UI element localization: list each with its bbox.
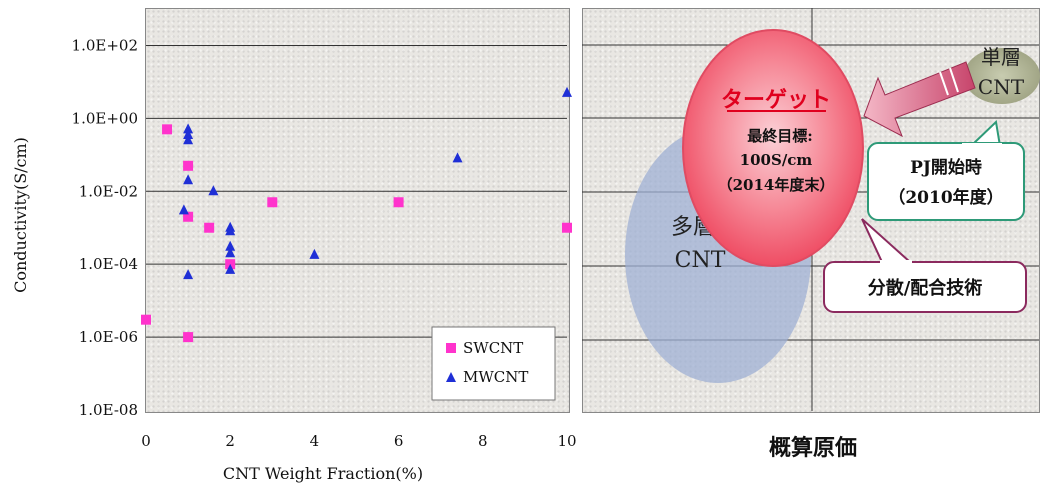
- pj-start-line2: （2010年度）: [888, 187, 1003, 208]
- mwcnt-point: [452, 152, 463, 163]
- mwcnt-point: [225, 247, 236, 258]
- x-tick-label: 8: [478, 432, 488, 450]
- swcnt-point: [204, 222, 215, 233]
- legend-swcnt-label: SWCNT: [463, 339, 523, 357]
- target-goal-line2: 100S/cm: [740, 151, 813, 169]
- mwcnt-point: [562, 86, 572, 97]
- y-tick-label: 1.0E+02: [72, 36, 138, 54]
- legend: SWCNT MWCNT: [431, 326, 556, 401]
- swcnt-point: [393, 197, 404, 208]
- x-tick-label: 4: [310, 432, 320, 450]
- multi-wall-label-line2: CNT: [675, 248, 726, 273]
- diagram-title: 概算原価: [769, 435, 857, 461]
- target-heading: ターゲット: [721, 87, 831, 113]
- legend-mwcnt-label: MWCNT: [463, 368, 528, 386]
- x-tick-label: 0: [141, 432, 151, 450]
- x-tick-label: 2: [225, 432, 235, 450]
- mwcnt-point: [178, 204, 189, 215]
- mwcnt-point: [183, 134, 194, 145]
- single-wall-label-line2: CNT: [978, 75, 1025, 99]
- y-tick-label: 1.0E-06: [79, 328, 138, 346]
- mwcnt-point: [225, 240, 236, 251]
- data-points: [141, 86, 572, 343]
- y-tick-labels: 1.0E-08 1.0E-06 1.0E-04 1.0E-02 1.0E+00 1.0E+…: [72, 36, 138, 419]
- scatter-plot-area: [145, 8, 570, 413]
- target-goal-line1: 最終目標:: [747, 127, 813, 145]
- mwcnt-point: [183, 269, 194, 280]
- mwcnt-point: [309, 248, 320, 259]
- single-wall-cnt-region: [964, 48, 1040, 104]
- mwcnt-point: [208, 185, 219, 196]
- swcnt-point: [162, 124, 173, 135]
- improvement-arrow: [863, 61, 976, 138]
- swcnt-point: [183, 332, 194, 343]
- pj-start-line1: PJ開始時: [910, 157, 982, 178]
- pj-start-callout: PJ開始時 （2010年度）: [867, 119, 1025, 221]
- single-wall-label-line1: 単層: [981, 45, 1021, 69]
- dispersion-callout: 分散/配合技術: [823, 218, 1027, 313]
- x-tick-labels: 0 2 4 6 8 10: [141, 432, 576, 450]
- mwcnt-point: [225, 225, 236, 236]
- gridlines: [146, 44, 567, 338]
- swcnt-point: [183, 160, 194, 171]
- x-tick-label: 10: [557, 432, 576, 450]
- swcnt-point: [267, 197, 278, 208]
- mwcnt-point: [183, 123, 194, 134]
- y-tick-label: 1.0E+00: [72, 109, 138, 127]
- swcnt-point: [141, 314, 151, 325]
- swcnt-point: [183, 211, 194, 222]
- target-region: [682, 29, 864, 267]
- mwcnt-point: [183, 128, 194, 139]
- swcnt-point: [562, 222, 572, 233]
- target-goal-line3: （2014年度末）: [718, 176, 835, 194]
- legend-swcnt-marker: [446, 343, 456, 353]
- y-tick-label: 1.0E-02: [79, 182, 138, 200]
- y-tick-label: 1.0E-08: [79, 401, 138, 419]
- dispersion-label: 分散/配合技術: [868, 277, 983, 299]
- y-tick-label: 1.0E-04: [79, 255, 138, 273]
- x-axis-title: CNT Weight Fraction(%): [223, 464, 423, 483]
- y-axis-title: Conductivity(S/cm): [11, 137, 30, 293]
- mwcnt-point: [225, 263, 236, 274]
- x-tick-label: 6: [394, 432, 404, 450]
- mwcnt-point: [183, 174, 194, 185]
- legend-mwcnt-marker: [446, 372, 456, 382]
